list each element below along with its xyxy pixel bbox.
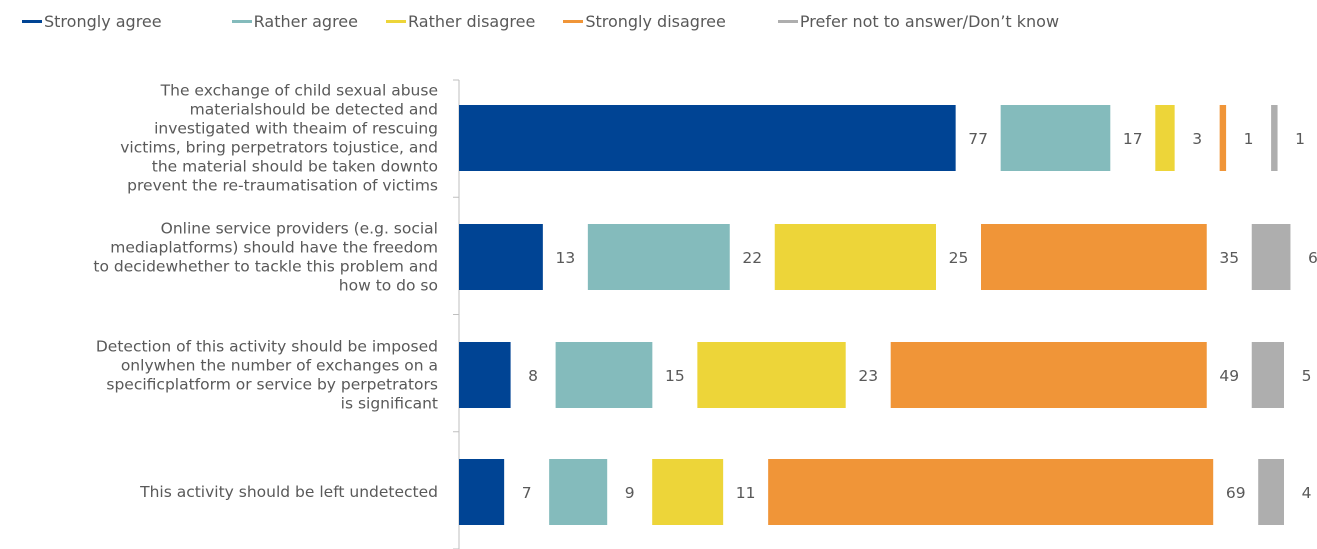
bar	[981, 224, 1207, 290]
bar	[459, 224, 543, 290]
category-label-line: mediaplatforms) should have the freedom	[110, 239, 438, 257]
category-label-line: materialshould be detected and	[190, 101, 438, 119]
legend-swatch	[22, 19, 42, 23]
legend: Strongly agree Rather agree Rather disagre…	[22, 8, 1059, 34]
bar	[774, 224, 936, 290]
data-label: 3	[1192, 130, 1202, 148]
category-label: Online service providers (e.g. social med…	[93, 220, 438, 295]
category-label-line: specificplatform or service by perpetrat…	[106, 376, 438, 394]
data-label: 11	[736, 484, 756, 502]
legend-item: Strongly agree	[22, 12, 162, 31]
data-label: 35	[1219, 249, 1239, 267]
category-label: The exchange of child sexual abuse materi…	[120, 82, 438, 195]
bar	[1251, 342, 1284, 408]
category-label-line: is significant	[341, 395, 438, 413]
legend-item: Rather agree	[231, 11, 358, 31]
bar	[1155, 105, 1175, 171]
data-label: 7	[522, 484, 532, 502]
legend-label: Rather disagree	[408, 11, 536, 31]
bar	[555, 342, 653, 408]
data-label: 5	[1302, 367, 1312, 385]
legend-label: Strongly agree	[44, 11, 162, 31]
bar	[890, 342, 1207, 408]
legend-item: Rather disagree	[386, 12, 535, 31]
data-label: 9	[625, 484, 635, 502]
bar	[459, 459, 505, 525]
legend-label: Strongly disagree	[585, 11, 726, 31]
data-label: 13	[555, 249, 575, 267]
bar	[549, 459, 608, 525]
data-label: 6	[1308, 249, 1317, 267]
legend-label: Prefer not to answer/Don’t know	[799, 11, 1060, 31]
category-label-line: onlywhen the number of exchanges on a	[121, 357, 438, 375]
category-label-line: victims, bring perpetrators tojustice, a…	[120, 139, 438, 157]
data-label: 22	[742, 249, 762, 267]
data-label: 69	[1226, 484, 1246, 502]
data-label: 23	[858, 367, 878, 385]
data-label: 17	[1123, 130, 1143, 148]
data-label: 1	[1244, 130, 1254, 148]
category-label-line: investigated with theaim of rescuing	[154, 120, 438, 138]
bar	[1271, 105, 1278, 171]
category-label-line: The exchange of child sexual abuse	[160, 82, 438, 100]
bar	[459, 342, 511, 408]
legend-swatch	[777, 19, 798, 23]
bar	[652, 459, 724, 525]
bar	[1251, 224, 1291, 290]
legend-label: Rather agree	[253, 11, 358, 31]
bar	[1219, 105, 1227, 171]
legend-swatch	[231, 19, 252, 23]
bar	[1000, 105, 1111, 171]
category-label-line: prevent the re-traumatisation of victims	[127, 177, 438, 195]
legend-item: Strongly disagree	[563, 12, 726, 31]
category-label-line: Detection of this activity should be imp…	[96, 338, 438, 356]
category-label-line: the material should be taken downto	[152, 158, 438, 176]
bar	[587, 224, 730, 290]
category-label-line: Online service providers (e.g. social	[161, 220, 438, 238]
data-label: 49	[1219, 367, 1239, 385]
bar	[768, 459, 1214, 525]
category-label: Detection of this activity should be imp…	[96, 338, 438, 413]
category-label-line: to decidewhether to tackle this problem …	[93, 258, 438, 276]
data-label: 1	[1295, 130, 1305, 148]
data-label: 77	[968, 130, 988, 148]
bar	[1258, 459, 1284, 525]
legend-item: Prefer not to answer/Don’t know	[777, 11, 1060, 31]
category-label-line: how to do so	[339, 277, 438, 295]
data-label: 25	[949, 249, 969, 267]
category-label: This activity should be left undetected	[139, 483, 438, 501]
category-label-line: This activity should be left undetected	[139, 483, 438, 501]
bar	[697, 342, 846, 408]
data-label: 15	[665, 367, 685, 385]
data-label: 4	[1302, 484, 1312, 502]
data-label: 8	[528, 367, 538, 385]
legend-swatch	[386, 19, 406, 23]
legend-swatch	[563, 19, 584, 23]
bar	[459, 105, 956, 171]
